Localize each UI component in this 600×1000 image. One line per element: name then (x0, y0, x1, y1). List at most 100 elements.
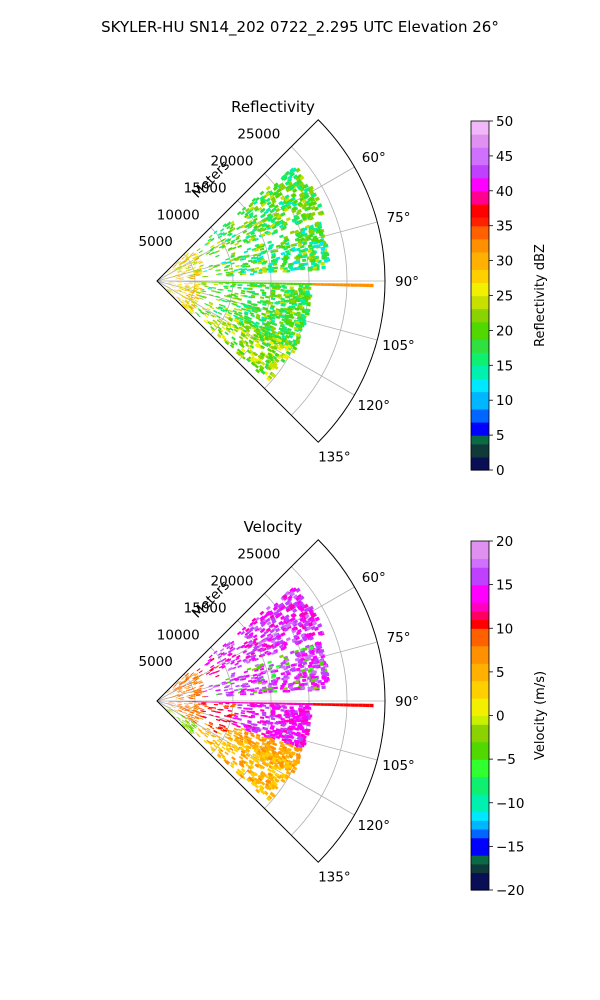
colorbar-segment (471, 151, 489, 157)
echo-cell (241, 206, 247, 211)
colorbar-segment (471, 842, 489, 847)
echo-cell (297, 282, 302, 286)
echo-cell (178, 719, 183, 723)
echo-cell (272, 606, 278, 611)
echo-cell (317, 649, 323, 654)
echo-cell (248, 214, 254, 220)
echo-cell (301, 198, 307, 204)
echo-cell (214, 245, 219, 249)
echo-cell (263, 630, 269, 635)
angle-tick-labels: 60°75°90°105°120°135° (318, 570, 419, 885)
echo-cell (273, 686, 278, 690)
echo-cell (242, 265, 247, 268)
echo-cell (302, 674, 307, 679)
echo-cell (316, 283, 321, 286)
echo-cell (247, 736, 253, 741)
echo-cell (269, 614, 275, 620)
colorbar-segment (471, 702, 489, 708)
echo-cell (241, 710, 246, 713)
echo-cell (346, 283, 351, 287)
echo-cell (274, 721, 279, 725)
echo-cell (233, 314, 238, 318)
echo-cell (285, 637, 291, 642)
echo-cell (192, 256, 197, 260)
echo-cell (266, 325, 272, 330)
echo-cell (294, 635, 300, 641)
echo-cell (267, 634, 272, 639)
echo-cell (177, 296, 182, 300)
echo-cell (267, 756, 273, 761)
echo-cell (255, 368, 261, 374)
radial-tick-label: 25000 (237, 127, 280, 143)
echo-cell (265, 224, 271, 229)
echo-cell (292, 199, 299, 205)
echo-cell (181, 714, 186, 718)
echo-cell (182, 680, 187, 684)
echo-cell (189, 711, 194, 714)
colorbar-segment (471, 326, 489, 331)
echo-cell (183, 303, 188, 307)
panel-title: Reflectivity (231, 98, 315, 116)
echo-cell (283, 677, 289, 681)
echo-cell (237, 311, 243, 315)
echo-cell (267, 375, 273, 381)
echo-cell (223, 726, 228, 730)
colorbar-segment (471, 863, 489, 869)
echo-cell (222, 232, 228, 236)
echo-cell (182, 709, 187, 712)
echo-cell (227, 232, 232, 237)
echo-cell (243, 755, 249, 760)
echo-cell (241, 760, 247, 765)
echo-cell (216, 240, 222, 245)
echo-cell (177, 701, 182, 703)
echo-cell (292, 202, 298, 207)
echo-cell (262, 293, 267, 297)
echo-cell (209, 294, 214, 297)
echo-cell (224, 287, 229, 289)
echo-cell (291, 206, 297, 211)
echo-cell (190, 711, 195, 714)
echo-cell (252, 723, 257, 727)
echo-cell (184, 286, 189, 289)
echo-cell (246, 325, 252, 330)
echo-cell (198, 685, 203, 688)
echo-cell (284, 620, 291, 625)
echo-cell (226, 313, 231, 317)
echo-cell (286, 624, 292, 630)
echo-cell (178, 262, 183, 266)
echo-cell (237, 659, 242, 663)
echo-cell (239, 690, 245, 693)
echo-cell (285, 754, 290, 759)
echo-cell (255, 733, 261, 738)
echo-cell (188, 728, 192, 732)
echo-cell (199, 715, 205, 718)
echo-cell (321, 685, 326, 690)
radial-tick-label: 15000 (184, 600, 227, 616)
echo-cell (193, 258, 198, 262)
echo-cell (250, 705, 256, 708)
colorbar-segment (471, 448, 489, 454)
echo-cell (365, 703, 370, 708)
echo-cell (274, 778, 280, 783)
echo-cell (167, 283, 172, 285)
echo-cell (243, 312, 249, 316)
echo-cell (285, 245, 291, 249)
echo-cell (304, 729, 310, 733)
echo-cell (301, 636, 308, 641)
colorbar-segment (471, 785, 489, 791)
echo-cell (249, 764, 255, 769)
echo-cell (188, 283, 193, 285)
echo-cell (252, 259, 257, 263)
echo-cell (259, 195, 265, 201)
echo-cell (259, 647, 265, 652)
echo-cell (207, 240, 212, 244)
echo-cell (261, 711, 267, 715)
echo-cell (278, 702, 283, 705)
echo-cell (248, 707, 253, 711)
echo-cell (252, 214, 258, 219)
echo-cell (181, 680, 186, 684)
echo-cell (189, 310, 193, 315)
echo-cell (244, 634, 249, 639)
echo-cell (262, 638, 268, 643)
echo-cell (335, 283, 340, 287)
